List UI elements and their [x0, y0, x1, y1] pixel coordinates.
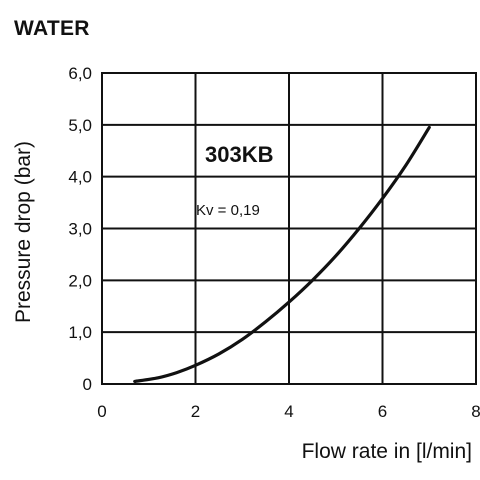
x-tick-label-1: 2 [191, 402, 200, 421]
x-tick-label-4: 8 [471, 402, 480, 421]
kv-annotation: Kv = 0,19 [196, 202, 260, 219]
y-tick-label-6: 6,0 [68, 64, 92, 83]
page-title: WATER [14, 17, 90, 40]
x-tick-label-2: 4 [284, 402, 293, 421]
plot-frame-layer [101, 72, 477, 385]
y-tick-label-3: 3,0 [68, 220, 92, 239]
y-tick-label-1: 1,0 [68, 323, 92, 342]
y-tick-label-2: 2,0 [68, 271, 92, 290]
y-tick-label-5: 5,0 [68, 116, 92, 135]
x-axis-label: Flow rate in [l/min] [302, 440, 472, 463]
series-layer [133, 125, 431, 384]
grid-layer [102, 73, 476, 384]
x-tick-label-3: 6 [378, 402, 387, 421]
x-tick-label-0: 0 [97, 402, 106, 421]
y-tick-label-0: 0 [83, 375, 92, 394]
plot-frame [101, 72, 477, 385]
series-label-303kb: 303KB [205, 142, 273, 167]
tick-label-layer: 0 2 4 6 8 0 1,0 2,0 3,0 4,0 5,0 6,0 [68, 64, 480, 421]
series-line-303kb [133, 125, 431, 384]
y-tick-label-4: 4,0 [68, 168, 92, 187]
y-axis-label: Pressure drop (bar) [12, 141, 35, 323]
